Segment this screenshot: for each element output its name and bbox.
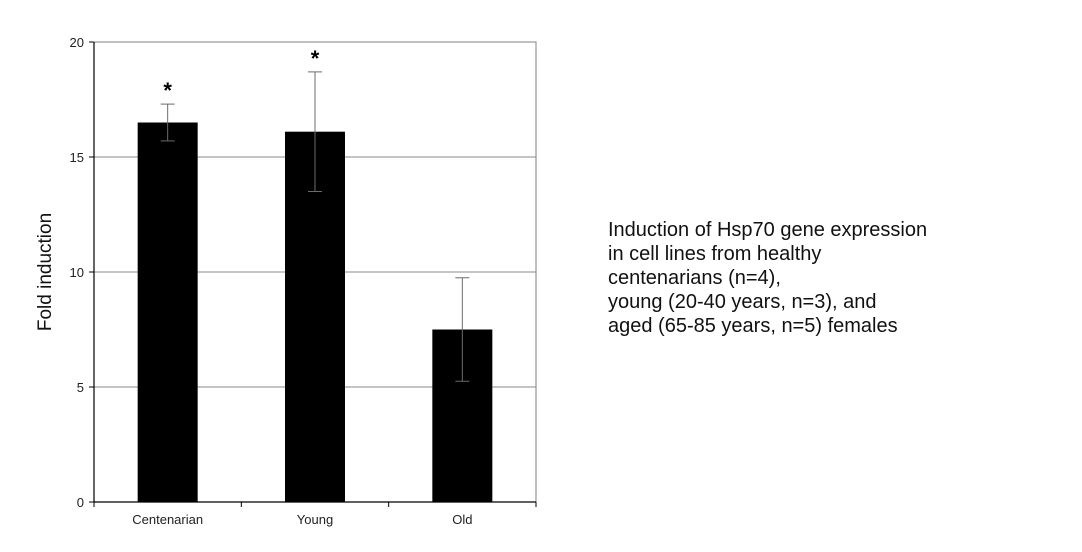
y-tick-label: 15 <box>70 150 84 165</box>
x-tick-label: Young <box>297 512 333 527</box>
x-tick-label: Old <box>452 512 472 527</box>
figure-caption: Induction of Hsp70 gene expression in ce… <box>608 218 1078 338</box>
caption-line: in cell lines from healthy <box>608 243 822 265</box>
bar-young <box>285 131 345 502</box>
y-axis-title: Fold induction <box>35 213 56 331</box>
error-bars <box>160 71 470 382</box>
tick-labels: 0 5 10 15 20 * Centenarian * Young Old <box>70 35 473 527</box>
significance-star: * <box>311 46 320 71</box>
bar-centenarian <box>137 122 198 502</box>
significance-star: * <box>163 78 172 103</box>
caption-line: centenarians (n=4), <box>608 267 781 289</box>
caption-line: Induction of Hsp70 gene expression <box>608 219 928 241</box>
caption-line: young (20-40 years, n=3), and <box>608 291 877 313</box>
y-tick-label: 0 <box>77 495 84 510</box>
caption-line: aged (65-85 years, n=5) females <box>608 315 898 337</box>
y-tick-label: 20 <box>70 35 84 50</box>
axes <box>89 41 537 507</box>
y-tick-label: 10 <box>70 265 84 280</box>
y-tick-label: 5 <box>77 380 84 395</box>
x-tick-label: Centenarian <box>132 512 203 527</box>
